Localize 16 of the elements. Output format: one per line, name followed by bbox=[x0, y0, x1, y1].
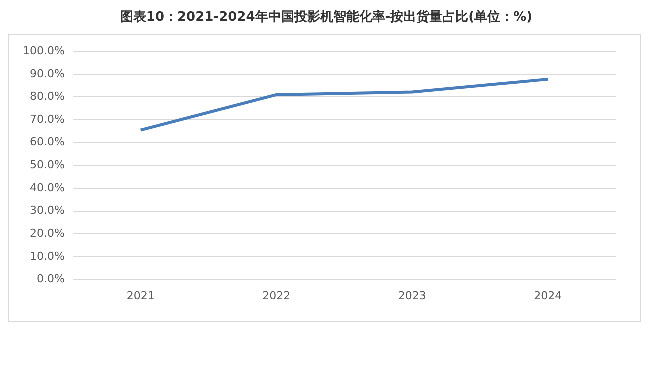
chart-title: 图表10：2021-2024年中国投影机智能化率-按出货量占比(单位：%) bbox=[119, 8, 534, 26]
y-tick-label: 30.0% bbox=[30, 204, 65, 218]
x-tick-label: 2023 bbox=[398, 289, 426, 302]
y-tick-label: 20.0% bbox=[30, 227, 65, 240]
x-tick-label: 2022 bbox=[262, 289, 291, 302]
x-tick-label: 2024 bbox=[534, 289, 562, 302]
y-tick-label: 40.0% bbox=[30, 181, 65, 194]
x-tick-label: 2021 bbox=[126, 289, 155, 302]
y-tick-label: 70.0% bbox=[30, 112, 65, 126]
y-tick-label: 0.0% bbox=[36, 272, 65, 286]
y-tick-label: 80.0% bbox=[30, 90, 65, 104]
y-tick-label: 100.0% bbox=[22, 44, 65, 58]
y-tick-label: 50.0% bbox=[30, 158, 65, 172]
y-tick-label: 10.0% bbox=[30, 250, 65, 263]
y-tick-label: 60.0% bbox=[30, 136, 65, 149]
y-tick-label: 90.0% bbox=[30, 67, 65, 80]
